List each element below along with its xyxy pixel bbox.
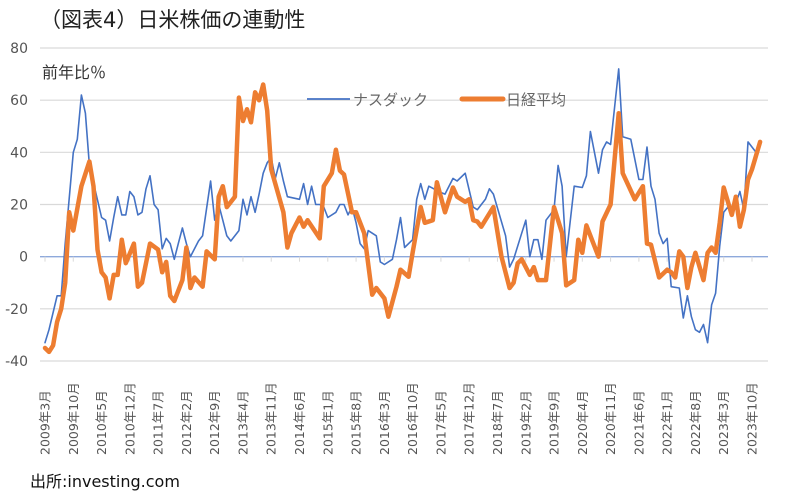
y-tick-label: -20	[5, 302, 28, 318]
y-tick-label: 80	[10, 41, 28, 57]
chart-title: （図表4）日米株価の連動性	[40, 8, 305, 32]
y-tick-label: 60	[10, 93, 28, 109]
legend: ナスダック 日経平均	[307, 91, 566, 109]
legend-label-nasdaq: ナスダック	[353, 91, 428, 109]
x-tick-label: 2018年7月	[490, 390, 505, 455]
x-tick-label: 2015年1月	[320, 390, 335, 455]
x-tick-label: 2019年9月	[547, 390, 562, 455]
gridlines	[40, 47, 768, 362]
x-tick-label: 2013年4月	[235, 390, 250, 455]
x-tick-label: 2023年10月	[745, 382, 760, 455]
x-tick-label: 2017年12月	[462, 382, 477, 455]
source-note: 出所:investing.com	[30, 472, 180, 491]
y-axis-label: 前年比％	[42, 63, 106, 82]
x-axis: 2009年3月 2009年10月 2010年5月 2010年12月 2011年7月 201…	[38, 256, 768, 455]
x-tick-label: 2014年6月	[292, 390, 307, 455]
x-tick-label: 2015年8月	[349, 390, 364, 455]
x-tick-label: 2022年1月	[660, 390, 675, 455]
x-tick-label: 2016年10月	[405, 382, 420, 455]
series-line-nikkei	[42, 82, 763, 355]
y-tick-label: 0	[19, 250, 28, 266]
x-tick-label: 2009年10月	[66, 382, 81, 455]
x-tick-label: 2011年7月	[151, 390, 166, 455]
x-tick-label: 2019年2月	[518, 390, 533, 455]
x-tick-label: 2017年5月	[433, 390, 448, 455]
y-axis: 80 60 40 20 0 -20 -40	[5, 41, 28, 370]
legend-label-nikkei: 日経平均	[506, 91, 566, 109]
x-tick-label: 2009年3月	[38, 390, 53, 455]
x-tick-label: 2016年3月	[377, 390, 392, 455]
plot-lines	[42, 68, 763, 355]
x-tick-label: 2012年2月	[179, 390, 194, 455]
x-tick-label: 2013年11月	[264, 382, 279, 455]
series-line-nasdaq	[44, 68, 757, 344]
x-tick-label: 2023年3月	[716, 390, 731, 455]
y-tick-label: 20	[10, 198, 28, 214]
x-tick-label: 2020年4月	[575, 390, 590, 455]
y-tick-label: -40	[5, 354, 28, 370]
x-tick-label: 2010年12月	[122, 382, 137, 455]
x-tick-label: 2012年9月	[207, 390, 222, 455]
x-tick-label: 2022年8月	[688, 390, 703, 455]
x-tick-label: 2010年5月	[94, 390, 109, 455]
y-tick-label: 40	[10, 145, 28, 161]
x-tick-label: 2021年6月	[631, 390, 646, 455]
x-tick-label: 2020年11月	[603, 382, 618, 455]
